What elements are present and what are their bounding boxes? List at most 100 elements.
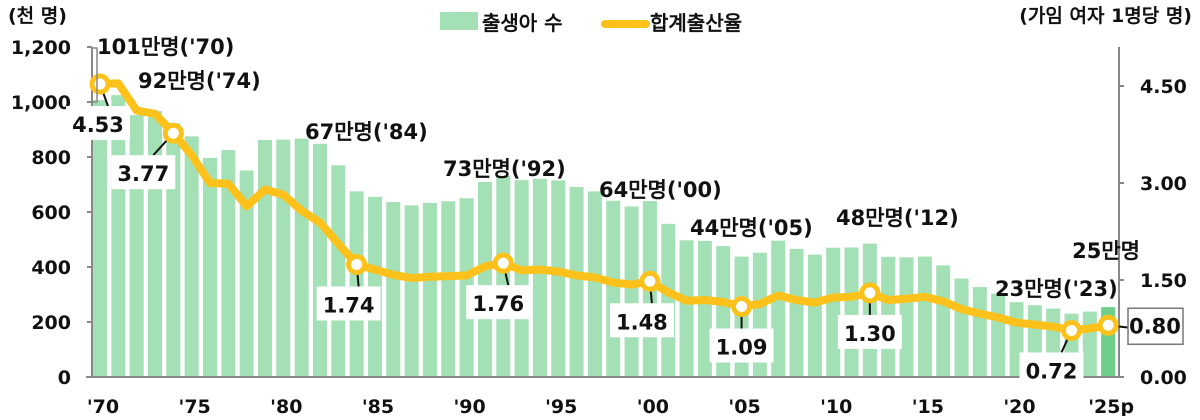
x-tick-label: '95 — [545, 396, 577, 416]
bar-1988 — [422, 202, 437, 377]
labels: 4.53 3.77 1.74 1.76 1.48 1.09 1.30 0.72 0.80 101만… — [66, 35, 1184, 387]
tfr-marker — [1060, 319, 1082, 341]
tfr-label: 0.80 — [1129, 314, 1181, 338]
bar-1984 — [349, 191, 364, 377]
right-tick-label: 4.50 — [1140, 76, 1187, 98]
bar-1972 — [129, 115, 144, 377]
x-tick-label: '70 — [87, 396, 119, 416]
bar-1983 — [331, 165, 346, 377]
legend: 출생아 수 합계출산율 — [440, 11, 742, 35]
bar-1977 — [221, 150, 236, 377]
birth-annotation: 48만명('12) — [836, 206, 959, 230]
bar-1992 — [496, 175, 511, 377]
right-axis-title: (가임 여자 1명당 명) — [1019, 5, 1192, 27]
tfr-marker — [1097, 314, 1119, 336]
bar-1986 — [386, 202, 401, 377]
bar-2003 — [697, 240, 712, 377]
left-tick-label: 1,000 — [11, 92, 71, 114]
right-tick-label: 3.00 — [1140, 173, 1187, 195]
birth-annotation: 73만명('92) — [443, 157, 566, 181]
tfr-label: 0.72 — [1026, 359, 1078, 383]
tfr-label: 1.76 — [472, 292, 524, 316]
bar-1995 — [551, 180, 566, 377]
x-tick-label: '00 — [637, 396, 669, 416]
bar-1991 — [477, 182, 492, 377]
left-tick-label: 0 — [58, 367, 71, 389]
tfr-label: 1.48 — [616, 310, 668, 334]
bar-2016 — [936, 265, 951, 377]
left-tick-label: 800 — [31, 147, 71, 169]
axes: 0 200 400 600 800 1,000 1,200 0.00 1.50 3.00 4.50 '… — [8, 5, 1192, 418]
bar-2015 — [917, 256, 932, 377]
x-tick-label: '25p — [1088, 396, 1134, 416]
bar-1996 — [569, 186, 584, 377]
legend-bar-label: 출생아 수 — [482, 11, 563, 35]
bar-1989 — [441, 201, 456, 377]
bar-2007 — [771, 240, 786, 377]
bar-1970 — [93, 100, 107, 377]
right-tick-label: 1.50 — [1140, 270, 1187, 292]
birth-annotation: 44만명('05) — [690, 216, 813, 240]
bar-1981 — [294, 138, 309, 377]
birth-annotation: 23만명('23) — [995, 277, 1118, 301]
bar-1973 — [147, 111, 162, 377]
tfr-label: 1.30 — [844, 322, 896, 346]
x-tick-label: '75 — [179, 396, 211, 416]
x-tick-label: '15 — [912, 396, 944, 416]
left-tick-label: 200 — [31, 312, 71, 334]
bar-1978 — [239, 170, 254, 377]
x-tick-label: '20 — [1003, 396, 1035, 416]
bar-1993 — [514, 180, 529, 377]
tfr-marker — [89, 73, 111, 95]
bar-2019 — [991, 293, 1006, 377]
birth-annotation: 64만명('00) — [599, 178, 722, 202]
tfr-marker — [162, 122, 184, 144]
tfr-label: 1.74 — [323, 293, 375, 317]
bar-1998 — [606, 200, 621, 377]
birth-annotation: 67만명('84) — [305, 120, 428, 144]
right-tick-label: 0.00 — [1140, 367, 1187, 389]
bar-2017 — [954, 278, 969, 377]
tfr-line — [96, 79, 1113, 335]
x-tick-label: '10 — [820, 396, 852, 416]
x-tick-label: '05 — [728, 396, 760, 416]
birth-bars — [93, 95, 1116, 377]
x-tick-label: '80 — [270, 396, 302, 416]
bar-1979 — [257, 139, 272, 377]
bar-1982 — [312, 143, 327, 377]
bar-1980 — [276, 139, 291, 377]
bar-2008 — [789, 248, 804, 377]
left-axis-title: (천 명) — [8, 5, 67, 27]
left-tick-label: 600 — [31, 202, 71, 224]
tfr-marker — [639, 270, 661, 292]
birth-annotation: 101만명('70) — [97, 35, 234, 59]
tfr-label: 4.53 — [72, 113, 124, 137]
bar-1975 — [184, 136, 199, 377]
bar-2014 — [899, 257, 914, 377]
bar-2011 — [844, 247, 859, 377]
x-tick-label: '90 — [453, 396, 485, 416]
tfr-marker — [492, 252, 514, 274]
legend-bar-swatch — [440, 12, 478, 30]
tfr-label: 3.77 — [117, 162, 169, 186]
bar-2010 — [826, 247, 841, 377]
bar-1994 — [532, 178, 547, 377]
bar-1997 — [587, 191, 602, 377]
left-tick-label: 400 — [31, 257, 71, 279]
bar-2018 — [972, 287, 987, 377]
bar-1987 — [404, 205, 419, 377]
tfr-marker — [731, 296, 753, 318]
bar-1976 — [202, 157, 217, 377]
bar-2001 — [661, 223, 676, 377]
tfr-marker — [859, 282, 881, 304]
bar-2009 — [807, 254, 822, 377]
birth-annotation: 92만명('74) — [138, 69, 261, 93]
bar-2024 — [1082, 311, 1097, 377]
bar-2002 — [679, 240, 694, 377]
x-tick-label: '85 — [362, 396, 394, 416]
legend-line-label: 합계출산율 — [650, 11, 742, 35]
bar-1999 — [624, 206, 639, 377]
left-tick-label: 1,200 — [11, 37, 71, 59]
tfr-marker — [346, 253, 368, 275]
